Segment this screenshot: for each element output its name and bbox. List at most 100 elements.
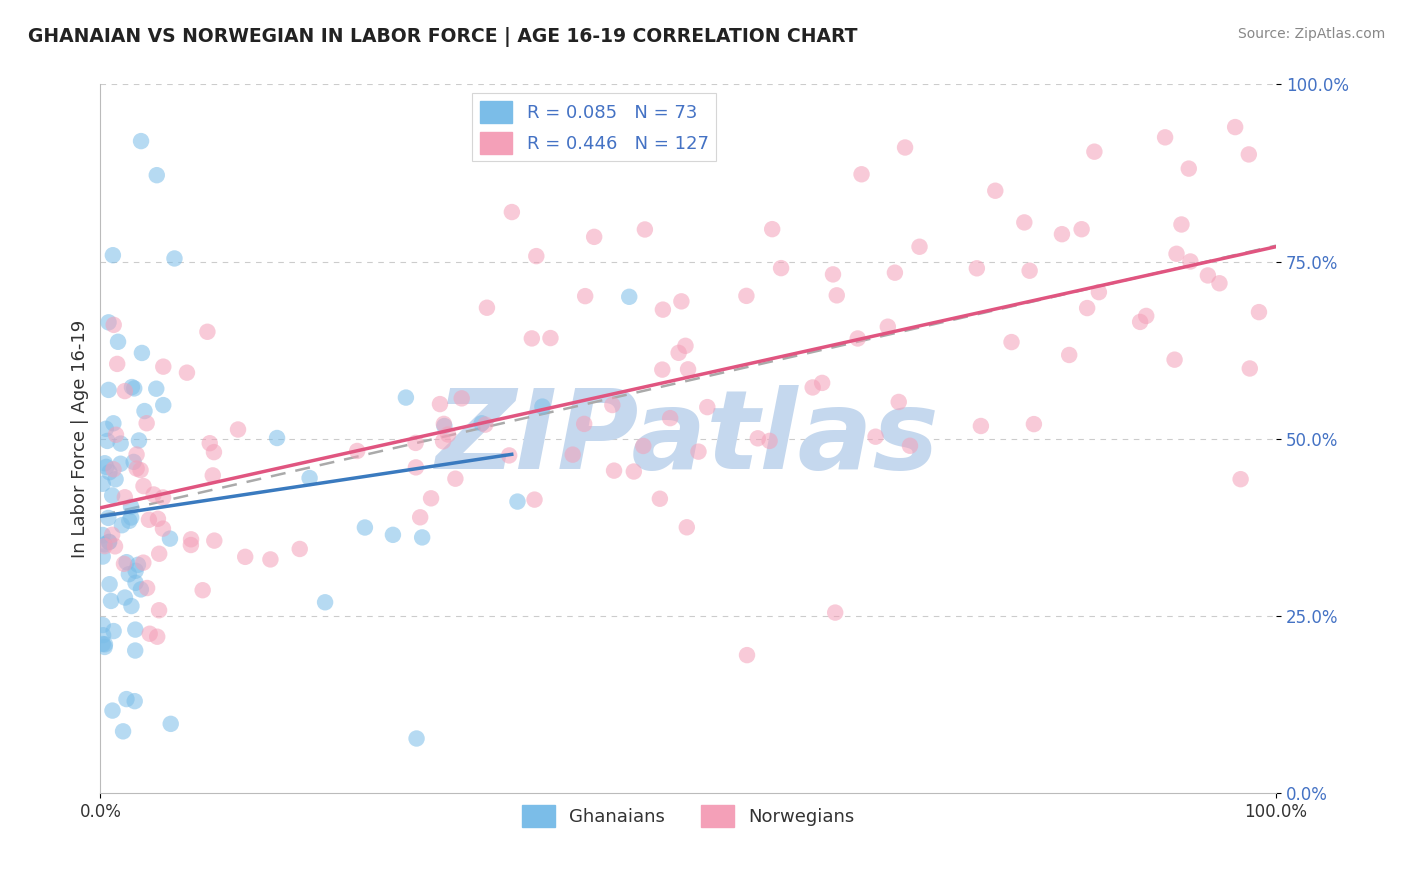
Point	[197, 325, 219, 339]
Point	[159, 532, 181, 546]
Point	[409, 510, 432, 524]
Point	[145, 382, 167, 396]
Point	[94, 456, 117, 470]
Point	[583, 230, 606, 244]
Point	[115, 555, 138, 569]
Point	[651, 362, 673, 376]
Point	[104, 427, 127, 442]
Point	[821, 268, 844, 282]
Point	[984, 184, 1007, 198]
Point	[561, 448, 583, 462]
Point	[91, 476, 114, 491]
Point	[1197, 268, 1219, 283]
Point	[1076, 301, 1098, 315]
Point	[91, 637, 114, 651]
Point	[201, 468, 224, 483]
Point	[444, 472, 467, 486]
Point	[125, 461, 148, 475]
Point	[103, 624, 125, 638]
Point	[432, 434, 454, 449]
Point	[96, 459, 118, 474]
Point	[134, 404, 156, 418]
Point	[825, 288, 848, 302]
Y-axis label: In Labor Force | Age 16-19: In Labor Force | Age 16-19	[72, 319, 89, 558]
Point	[894, 140, 917, 154]
Point	[98, 465, 121, 479]
Point	[801, 380, 824, 394]
Point	[450, 392, 472, 406]
Point	[696, 400, 718, 414]
Point	[1088, 285, 1111, 300]
Point	[100, 594, 122, 608]
Point	[420, 491, 443, 506]
Point	[1018, 263, 1040, 277]
Point	[405, 731, 427, 746]
Point	[94, 637, 117, 651]
Point	[118, 514, 141, 528]
Point	[97, 535, 120, 549]
Point	[1014, 215, 1036, 229]
Point	[97, 511, 120, 525]
Point	[619, 290, 641, 304]
Point	[121, 380, 143, 394]
Point	[107, 334, 129, 349]
Point	[747, 431, 769, 445]
Point	[1050, 227, 1073, 242]
Point	[96, 434, 118, 448]
Point	[124, 694, 146, 708]
Point	[758, 434, 780, 448]
Point	[104, 539, 127, 553]
Point	[124, 643, 146, 657]
Point	[135, 416, 157, 430]
Point	[1170, 218, 1192, 232]
Point	[602, 398, 624, 412]
Point	[93, 539, 115, 553]
Point	[128, 434, 150, 448]
Point	[524, 249, 547, 263]
Point	[259, 552, 281, 566]
Point	[887, 395, 910, 409]
Point	[675, 339, 697, 353]
Point	[148, 547, 170, 561]
Point	[111, 518, 134, 533]
Point	[1000, 334, 1022, 349]
Point	[1229, 472, 1251, 486]
Point	[110, 457, 132, 471]
Point	[233, 549, 256, 564]
Point	[381, 528, 404, 542]
Point	[91, 549, 114, 564]
Point	[1083, 145, 1105, 159]
Point	[226, 423, 249, 437]
Point	[735, 648, 758, 662]
Point	[110, 436, 132, 450]
Point	[1129, 315, 1152, 329]
Point	[1223, 120, 1246, 134]
Point	[633, 439, 655, 453]
Point	[966, 261, 988, 276]
Point	[105, 357, 128, 371]
Point	[132, 556, 155, 570]
Point	[1247, 305, 1270, 319]
Point	[91, 628, 114, 642]
Point	[865, 430, 887, 444]
Point	[101, 704, 124, 718]
Point	[846, 331, 869, 345]
Point	[129, 463, 152, 477]
Point	[129, 134, 152, 148]
Point	[118, 567, 141, 582]
Point	[97, 315, 120, 329]
Point	[138, 626, 160, 640]
Point	[125, 448, 148, 462]
Point	[91, 528, 114, 542]
Point	[103, 318, 125, 332]
Point	[433, 419, 456, 434]
Point	[198, 436, 221, 450]
Point	[94, 422, 117, 436]
Point	[1166, 247, 1188, 261]
Point	[520, 331, 543, 345]
Text: Source: ZipAtlas.com: Source: ZipAtlas.com	[1237, 27, 1385, 41]
Point	[1070, 222, 1092, 236]
Point	[138, 513, 160, 527]
Point	[163, 252, 186, 266]
Point	[114, 591, 136, 605]
